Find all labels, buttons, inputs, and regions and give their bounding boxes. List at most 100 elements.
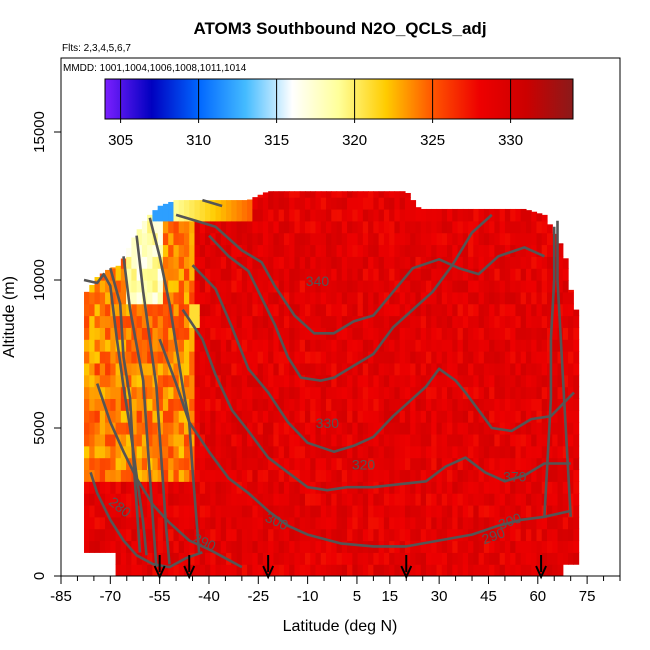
heatmap-cell <box>326 516 332 530</box>
heatmap-cell <box>294 244 301 257</box>
heatmap-cell <box>257 268 264 281</box>
heatmap-cell <box>131 303 138 317</box>
flights-subtitle: Flts: 2,3,4,5,6,7 <box>62 43 131 54</box>
heatmap-cell <box>362 208 369 222</box>
heatmap-cell <box>278 339 285 352</box>
heatmap-cell <box>189 268 196 281</box>
heatmap-cell <box>483 374 490 388</box>
heatmap-cell <box>320 564 327 576</box>
heatmap-cell <box>110 362 117 376</box>
heatmap-cell <box>431 481 438 494</box>
heatmap-cell <box>315 422 322 435</box>
heatmap-cell <box>268 220 275 234</box>
heatmap-cell <box>341 208 348 222</box>
heatmap-cell <box>504 386 511 399</box>
heatmap-cell <box>94 398 101 411</box>
heatmap-cell <box>115 265 122 269</box>
heatmap-cell <box>404 280 411 293</box>
heatmap-cell <box>215 398 222 411</box>
heatmap-cell <box>310 516 317 530</box>
heatmap-cell <box>557 256 564 269</box>
heatmap-cell <box>247 303 253 317</box>
heatmap-cell <box>383 398 390 411</box>
heatmap-cell <box>299 220 306 234</box>
heatmap-cell <box>194 280 201 293</box>
heatmap-cell <box>84 374 90 388</box>
heatmap-cell <box>336 244 343 257</box>
heatmap-cell <box>131 374 138 388</box>
heatmap-cell <box>352 386 359 399</box>
heatmap-cell <box>368 374 374 388</box>
heatmap-cell <box>173 469 180 482</box>
heatmap-cell <box>415 268 422 281</box>
heatmap-cell <box>347 280 353 293</box>
heatmap-cell <box>210 398 217 411</box>
heatmap-cell <box>420 327 427 340</box>
heatmap-cell <box>547 493 553 506</box>
heatmap-cell <box>320 386 327 399</box>
heatmap-cell <box>457 303 464 317</box>
heatmap-cell <box>299 208 306 222</box>
heatmap-cell <box>410 469 417 482</box>
heatmap-cell <box>536 280 543 293</box>
heatmap-cell <box>478 374 485 388</box>
heatmap-cell <box>278 374 285 388</box>
heatmap-cell <box>215 208 222 222</box>
heatmap-cell <box>352 422 359 435</box>
heatmap-cell <box>162 315 169 328</box>
heatmap-cell <box>515 220 522 234</box>
heatmap-cell <box>478 268 485 281</box>
heatmap-cell <box>389 291 396 305</box>
heatmap-cell <box>415 457 422 471</box>
heatmap-cell <box>105 540 111 553</box>
heatmap-cell <box>525 457 532 471</box>
heatmap-cell <box>410 232 417 246</box>
heatmap-cell <box>231 232 238 246</box>
heatmap-cell <box>452 469 459 482</box>
heatmap-cell <box>441 457 448 471</box>
heatmap-cell <box>162 386 169 399</box>
heatmap-cell <box>557 291 564 305</box>
heatmap-cell <box>357 374 364 388</box>
heatmap-cell <box>499 280 506 293</box>
heatmap-cell <box>231 469 238 482</box>
heatmap-cell <box>157 540 164 553</box>
heatmap-cell <box>373 422 380 435</box>
heatmap-cell <box>99 433 106 447</box>
heatmap-cell <box>199 564 206 576</box>
heatmap-cell <box>326 315 332 328</box>
heatmap-cell <box>357 386 364 399</box>
heatmap-cell <box>141 244 148 257</box>
heatmap-cell <box>499 564 506 576</box>
heatmap-cell <box>326 351 332 364</box>
heatmap-cell <box>452 268 459 281</box>
heatmap-cell <box>568 351 574 364</box>
heatmap-cell <box>457 528 464 542</box>
heatmap-cell <box>131 552 138 565</box>
heatmap-cell <box>189 516 196 530</box>
heatmap-cell <box>326 493 332 506</box>
heatmap-cell <box>457 398 464 411</box>
heatmap-cell <box>136 374 143 388</box>
heatmap-cell <box>468 303 474 317</box>
heatmap-cell <box>541 303 548 317</box>
heatmap-cell <box>147 422 154 435</box>
heatmap-cell <box>120 564 127 576</box>
heatmap-cell <box>568 457 574 471</box>
heatmap-cell <box>105 433 111 447</box>
heatmap-cell <box>178 410 185 423</box>
heatmap-cell <box>373 327 380 340</box>
heatmap-cell <box>336 410 343 423</box>
heatmap-cell <box>220 291 227 305</box>
heatmap-cell <box>452 552 459 565</box>
heatmap-cell <box>126 315 132 328</box>
heatmap-cell <box>252 410 259 423</box>
heatmap-cell <box>373 398 380 411</box>
heatmap-cell <box>131 256 138 269</box>
heatmap-cell <box>420 564 427 576</box>
heatmap-cell <box>231 422 238 435</box>
heatmap-cell <box>310 268 317 281</box>
heatmap-cell <box>173 410 180 423</box>
heatmap-cell <box>326 256 332 269</box>
heatmap-cell <box>310 493 317 506</box>
